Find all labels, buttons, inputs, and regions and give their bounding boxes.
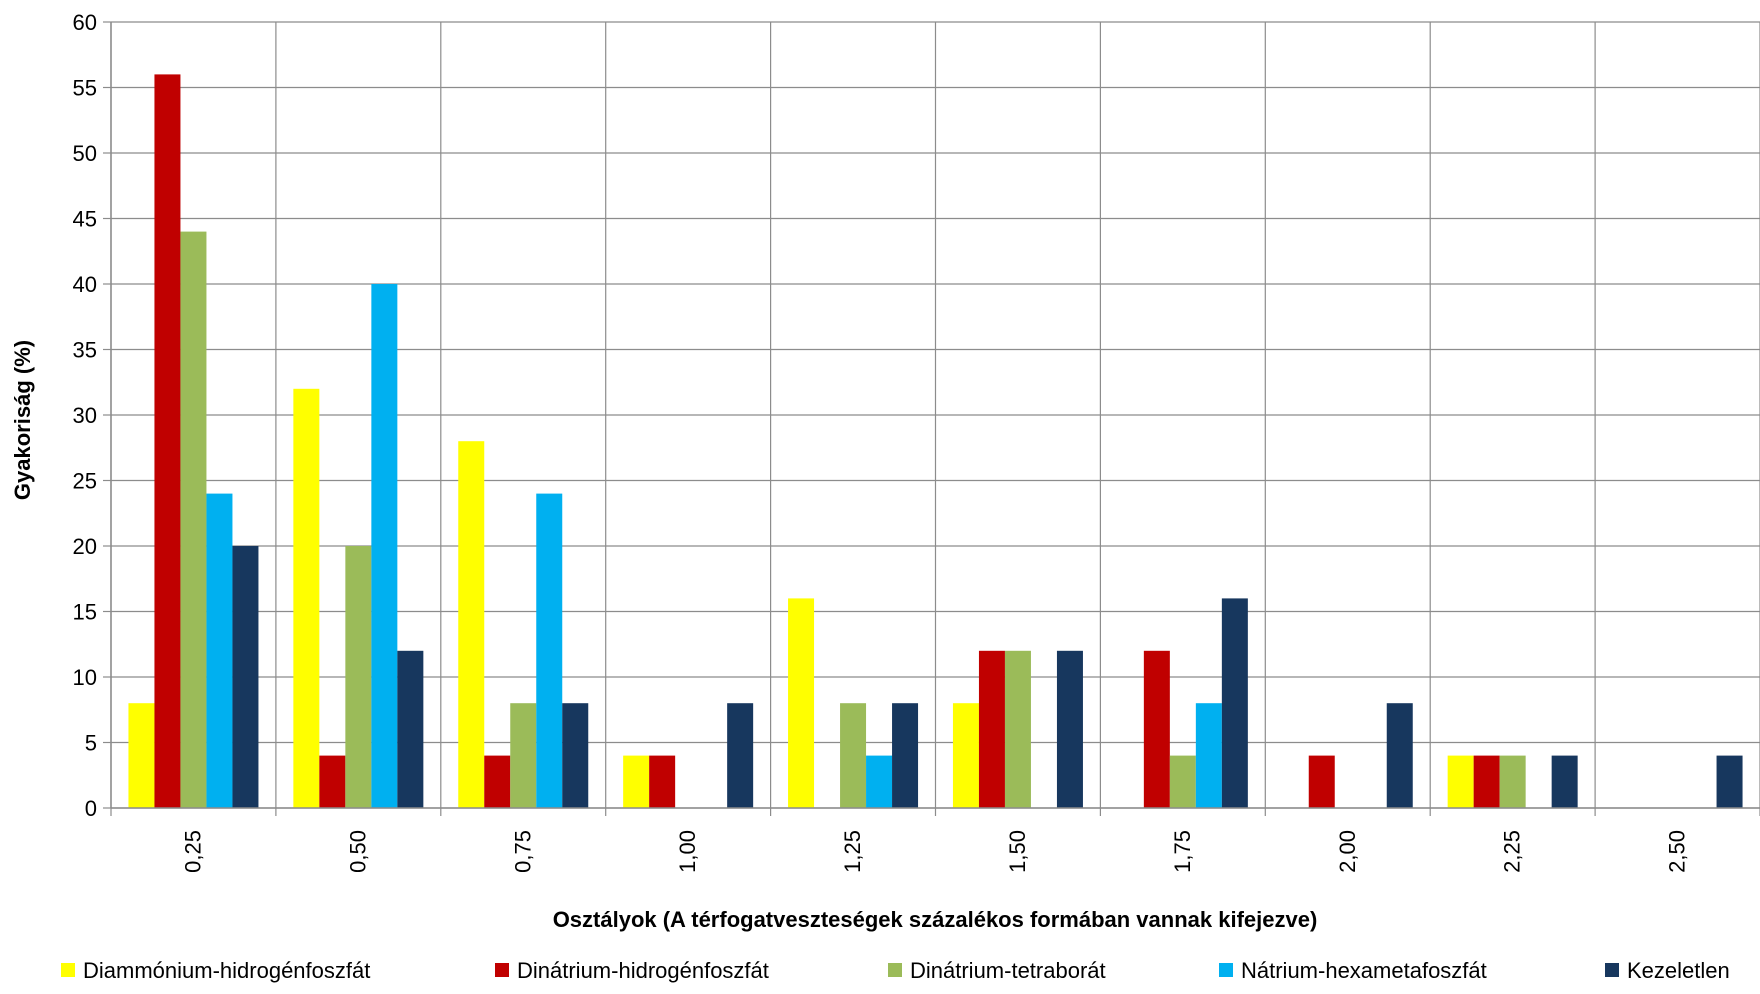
- bar: [1386, 703, 1413, 808]
- legend-item: Diammónium-hidrogénfoszfát: [61, 958, 370, 983]
- legend-swatch: [1219, 963, 1233, 977]
- bar: [510, 703, 537, 808]
- bar: [319, 755, 346, 808]
- y-tick-label: 60: [73, 10, 97, 35]
- x-tick-label: 2,50: [1665, 830, 1690, 873]
- bar: [371, 284, 398, 808]
- x-tick-label: 1,25: [840, 830, 865, 873]
- x-tick-label: 1,50: [1005, 830, 1030, 873]
- bar: [892, 703, 919, 808]
- y-tick-label: 25: [73, 469, 97, 494]
- bar: [978, 650, 1005, 808]
- x-tick-labels: 0,25 0,50 0,75 1,00 1,25 1,50 1,75 2,00 2,25 2,50: [180, 830, 1689, 873]
- bar: [1056, 650, 1083, 808]
- y-tick-label: 15: [73, 600, 97, 625]
- bar: [788, 598, 815, 808]
- bar: [232, 546, 259, 808]
- bar: [1308, 755, 1335, 808]
- legend-label: Kezeletlen: [1627, 958, 1730, 983]
- legend-swatch: [61, 963, 75, 977]
- legend-label: Dinátrium-tetraborát: [910, 958, 1106, 983]
- y-tick-label: 30: [73, 403, 97, 428]
- x-tick-label: 1,75: [1170, 830, 1195, 873]
- y-tick-label: 10: [73, 665, 97, 690]
- bar: [562, 703, 589, 808]
- bar: [397, 650, 424, 808]
- axes: [103, 21, 1760, 809]
- legend-swatch: [495, 963, 509, 977]
- x-tick-label: 1,00: [675, 830, 700, 873]
- bar: [1447, 755, 1474, 808]
- bar: [840, 703, 867, 808]
- bar: [1169, 755, 1196, 808]
- bars: [128, 74, 1743, 809]
- x-axis-title: Osztályok (A térfogatveszteségek százalé…: [553, 907, 1318, 932]
- x-tick-label: 0,25: [180, 830, 205, 873]
- bar: [345, 546, 372, 808]
- bar: [1499, 755, 1526, 808]
- y-tick-labels: 0 5 10 15 20 25 30 35 40 45 50 55 60: [73, 10, 97, 821]
- y-tick-label: 0: [85, 796, 97, 821]
- y-tick-label: 35: [73, 338, 97, 363]
- bar: [458, 441, 485, 808]
- x-tick-label: 2,00: [1335, 830, 1360, 873]
- bar: [128, 703, 155, 808]
- legend-item: Dinátrium-hidrogénfoszfát: [495, 958, 769, 983]
- y-tick-label: 40: [73, 272, 97, 297]
- y-axis-title: Gyakoriság (%): [10, 340, 35, 500]
- y-tick-label: 50: [73, 141, 97, 166]
- legend-label: Dinátrium-hidrogénfoszfát: [517, 958, 769, 983]
- y-tick-label: 20: [73, 534, 97, 559]
- bar: [649, 755, 676, 808]
- bar: [952, 703, 979, 808]
- legend-item: Dinátrium-tetraborát: [888, 958, 1106, 983]
- x-tick-label: 0,75: [510, 830, 535, 873]
- x-tick-label: 2,25: [1500, 830, 1525, 873]
- bar: [623, 755, 650, 808]
- bar: [1143, 650, 1170, 808]
- legend-swatch: [888, 963, 902, 977]
- legend-swatch: [1605, 963, 1619, 977]
- bar: [1473, 755, 1500, 808]
- x-tick-label: 0,50: [345, 830, 370, 873]
- bar: [866, 755, 893, 808]
- bar: [1551, 755, 1578, 808]
- legend-item: Nátrium-hexametafoszfát: [1219, 958, 1487, 983]
- legend-label: Diammónium-hidrogénfoszfát: [83, 958, 370, 983]
- bar: [206, 493, 233, 808]
- y-tick-label: 55: [73, 76, 97, 101]
- bar: [180, 231, 207, 809]
- bar: [154, 74, 181, 808]
- bar: [484, 755, 511, 808]
- bar: [1004, 650, 1031, 808]
- legend-item: Kezeletlen: [1605, 958, 1730, 983]
- legend: Diammónium-hidrogénfoszfát Dinátrium-hidr…: [61, 958, 1730, 983]
- bar: [1716, 755, 1743, 808]
- bar: [1195, 703, 1222, 808]
- bar: [727, 703, 754, 808]
- bar: [536, 493, 563, 808]
- legend-label: Nátrium-hexametafoszfát: [1241, 958, 1487, 983]
- bar: [293, 388, 320, 808]
- y-tick-label: 5: [85, 731, 97, 756]
- bar: [1221, 598, 1248, 808]
- y-tick-label: 45: [73, 207, 97, 232]
